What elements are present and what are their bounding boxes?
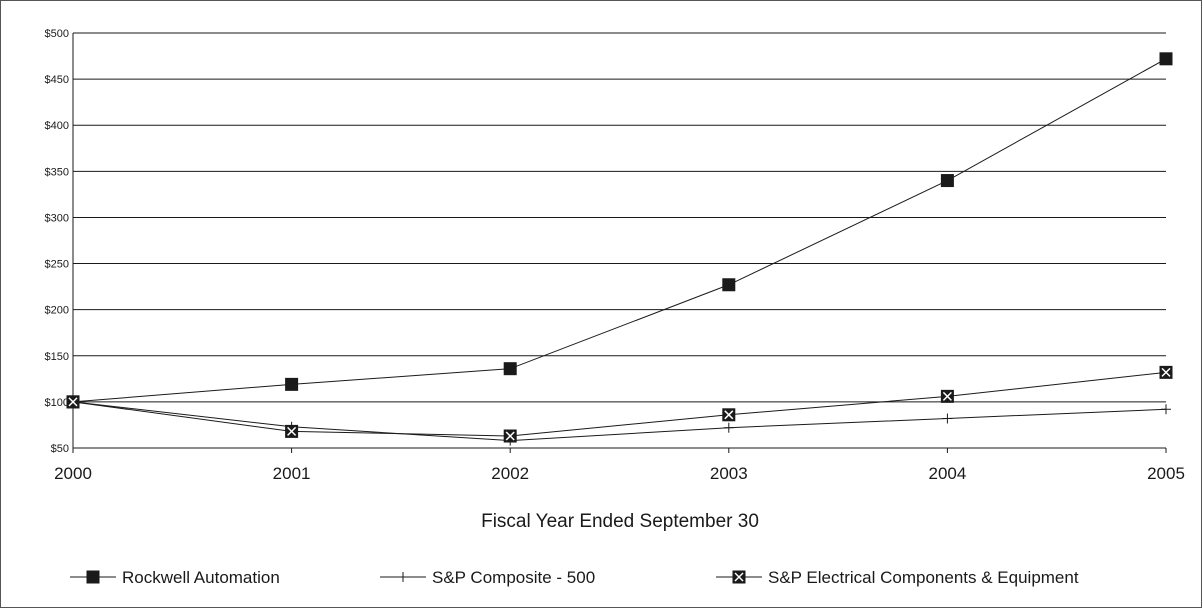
- series-sp-composite-500: [72, 401, 1167, 442]
- legend-label: Rockwell Automation: [122, 568, 280, 587]
- data-point: [285, 424, 299, 438]
- legend-marker: [398, 572, 408, 582]
- x-square-diag-2: [1161, 367, 1171, 377]
- data-point: [722, 408, 736, 422]
- data-point: [1159, 52, 1173, 66]
- axes: $50 $100 $150 $200 $250 $300 $350 $400 $450 $500 2…: [45, 28, 1185, 483]
- data-point: [66, 395, 80, 409]
- series-line: [72, 401, 1167, 442]
- legend-label: S&P Composite - 500: [432, 568, 595, 587]
- x-tick-label: 2001: [273, 464, 311, 483]
- legend: Rockwell Automation S&P Composite - 500 S&…: [70, 568, 1079, 587]
- series-line: [72, 58, 1167, 403]
- legend-entry: S&P Electrical Components & Equipment: [716, 568, 1079, 587]
- y-tick-label: $350: [45, 166, 69, 178]
- data-point: [942, 413, 953, 424]
- x-square-diag-2: [734, 572, 744, 582]
- data-point: [503, 429, 517, 443]
- y-tick-label: $450: [45, 74, 69, 86]
- data-point: [1159, 365, 1173, 379]
- x-tick-label: 2004: [928, 464, 966, 483]
- data-point: [940, 174, 954, 188]
- y-tick-label: $400: [45, 120, 69, 132]
- legend-marker: [732, 570, 746, 584]
- y-tick-label: $50: [51, 443, 69, 455]
- legend-entry: Rockwell Automation: [70, 568, 280, 587]
- legend-entry: S&P Composite - 500: [380, 568, 595, 587]
- x-square-diag-2: [942, 391, 952, 401]
- series-sp-electrical-components: [72, 371, 1167, 437]
- y-tick-label: $200: [45, 305, 69, 317]
- legend-label: S&P Electrical Components & Equipment: [768, 568, 1079, 587]
- x-square-diag-2: [505, 431, 515, 441]
- x-square-diag-2: [724, 410, 734, 420]
- series-line: [72, 371, 1167, 437]
- data-point: [1161, 404, 1171, 415]
- x-tick-label: 2000: [54, 464, 92, 483]
- data-point: [503, 362, 517, 376]
- y-tick-label: $250: [45, 259, 69, 271]
- x-tick-label: 2002: [491, 464, 529, 483]
- data-point: [940, 389, 954, 403]
- x-axis-label: Fiscal Year Ended September 30: [481, 511, 759, 532]
- gridlines: [73, 32, 1166, 449]
- y-tick-label: $100: [45, 397, 69, 409]
- x-tick-label: 2005: [1147, 464, 1185, 483]
- x-square-diag-2: [287, 426, 297, 436]
- x-tick-label: 2003: [710, 464, 748, 483]
- data-point: [722, 278, 736, 292]
- x-square-diag-2: [68, 397, 78, 407]
- series-group: [66, 52, 1173, 446]
- y-tick-label: $150: [45, 351, 69, 363]
- legend-marker: [86, 570, 100, 584]
- y-tick-label: $300: [45, 212, 69, 224]
- data-point: [285, 377, 299, 391]
- y-tick-label: $500: [45, 28, 69, 40]
- data-point: [723, 422, 734, 433]
- series-sp-electrical-components-markers: [66, 365, 1173, 443]
- series-rockwell-automation: [72, 58, 1167, 403]
